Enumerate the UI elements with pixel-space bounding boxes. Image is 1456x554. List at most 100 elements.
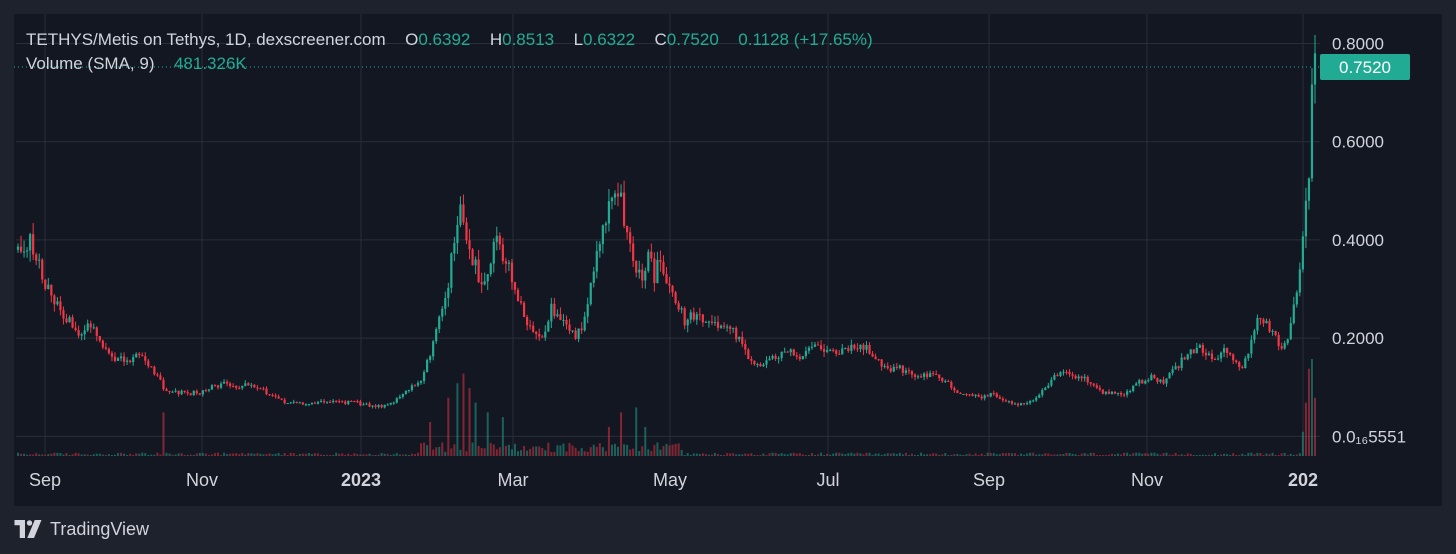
- candle-body: [995, 393, 998, 398]
- volume-bar: [317, 453, 320, 456]
- candle-body: [516, 289, 520, 302]
- volume-bar: [586, 451, 589, 456]
- volume-bar: [486, 412, 489, 456]
- candle-body: [447, 287, 450, 298]
- volume-bar: [1244, 455, 1247, 456]
- volume-bar: [710, 454, 713, 456]
- candle-body: [1198, 345, 1201, 348]
- candle-body: [762, 364, 765, 367]
- volume-value: 481.326K: [173, 54, 247, 73]
- volume-bar: [1189, 453, 1192, 456]
- volume-bar: [189, 454, 192, 456]
- volume-bar: [789, 453, 792, 456]
- candle-body: [719, 325, 723, 328]
- volume-bar: [868, 452, 871, 456]
- candle-body: [498, 235, 501, 245]
- volume-bar: [953, 454, 956, 456]
- candle-body: [950, 382, 953, 388]
- volume-bar: [1183, 455, 1186, 456]
- volume-bar: [1298, 453, 1301, 456]
- candle-body: [1113, 391, 1117, 394]
- volume-bar: [932, 453, 935, 456]
- volume-bar: [898, 452, 901, 456]
- volume-bar: [565, 451, 568, 456]
- volume-bar: [535, 446, 538, 456]
- candle-body: [953, 387, 956, 391]
- candle-body: [604, 223, 607, 226]
- candle-body: [1180, 357, 1183, 369]
- volume-bar: [1238, 455, 1241, 456]
- candle-body: [1092, 383, 1095, 386]
- candle-body: [989, 393, 992, 397]
- volume-bar: [429, 422, 432, 456]
- candle-body: [1041, 390, 1044, 396]
- candle-body: [677, 303, 680, 310]
- candle-body: [510, 262, 514, 283]
- candle-body: [50, 284, 53, 296]
- candle-body: [926, 373, 929, 378]
- candle-body: [1044, 387, 1047, 391]
- candle-body: [353, 401, 356, 403]
- candle-body: [1065, 371, 1068, 373]
- tradingview-brand[interactable]: TradingView: [14, 516, 149, 542]
- candle-body: [329, 401, 332, 403]
- volume-bar: [974, 453, 977, 456]
- candle-body: [101, 340, 104, 348]
- candle-body: [183, 390, 186, 393]
- candle-body: [547, 321, 550, 332]
- candle-body: [1183, 357, 1186, 360]
- volume-bar: [56, 452, 59, 456]
- candle-body: [583, 316, 586, 331]
- volume-bar: [844, 454, 847, 456]
- volume-bar: [853, 453, 856, 456]
- volume-bar: [283, 452, 286, 456]
- volume-bar: [1250, 452, 1253, 456]
- candle-body: [501, 244, 504, 262]
- candle-body: [1159, 379, 1162, 382]
- candle-body: [1007, 401, 1011, 403]
- candle-body: [886, 365, 889, 369]
- volume-bar: [944, 453, 947, 456]
- candle-body: [341, 401, 344, 403]
- volume-bar: [1077, 455, 1080, 456]
- candle-body: [1141, 380, 1144, 384]
- volume-bar: [1129, 454, 1132, 456]
- candle-body: [1244, 358, 1247, 369]
- volume-bar: [592, 444, 595, 456]
- price-chart[interactable]: 0.7520 0.8000 0.6000 0.4000 0.2000 0.0₁₆5551…: [14, 14, 1442, 506]
- candle-body: [526, 317, 529, 326]
- candle-body: [1171, 369, 1174, 374]
- volume-bar: [1147, 453, 1150, 456]
- volume-bar: [1207, 454, 1210, 456]
- volume-bar: [392, 454, 395, 456]
- candle-body: [32, 234, 35, 255]
- candle-body: [1059, 372, 1062, 376]
- candle-body: [944, 380, 947, 382]
- volume-bar: [913, 455, 916, 456]
- volume-bar: [877, 453, 880, 456]
- volume-bar: [120, 452, 123, 456]
- candle-body: [610, 197, 614, 202]
- volume-bar: [365, 454, 368, 456]
- chart-panel[interactable]: 0.7520 0.8000 0.6000 0.4000 0.2000 0.0₁₆5551…: [14, 14, 1442, 506]
- volume-bar: [968, 453, 971, 456]
- volume-bar: [17, 452, 19, 456]
- candle-body: [153, 366, 156, 375]
- candle-body: [777, 357, 780, 359]
- volume-bar: [477, 445, 480, 456]
- candle-body: [1129, 390, 1132, 392]
- candle-body: [1110, 391, 1114, 394]
- volume-bar: [1210, 454, 1213, 456]
- volume-bar: [850, 452, 853, 456]
- candle-body: [850, 344, 853, 351]
- candle-body: [538, 334, 541, 337]
- volume-bar: [223, 452, 226, 456]
- ohlc-row: TETHYS/Metis on Tethys, 1D, dexscreener.…: [26, 28, 873, 52]
- candle-body: [289, 402, 292, 404]
- volume-bar: [1132, 453, 1135, 456]
- volume-bar: [1280, 453, 1283, 456]
- candle-body: [1162, 379, 1165, 384]
- volume-bar: [1162, 453, 1165, 456]
- volume-bar: [374, 455, 377, 456]
- volume-bar: [568, 443, 571, 456]
